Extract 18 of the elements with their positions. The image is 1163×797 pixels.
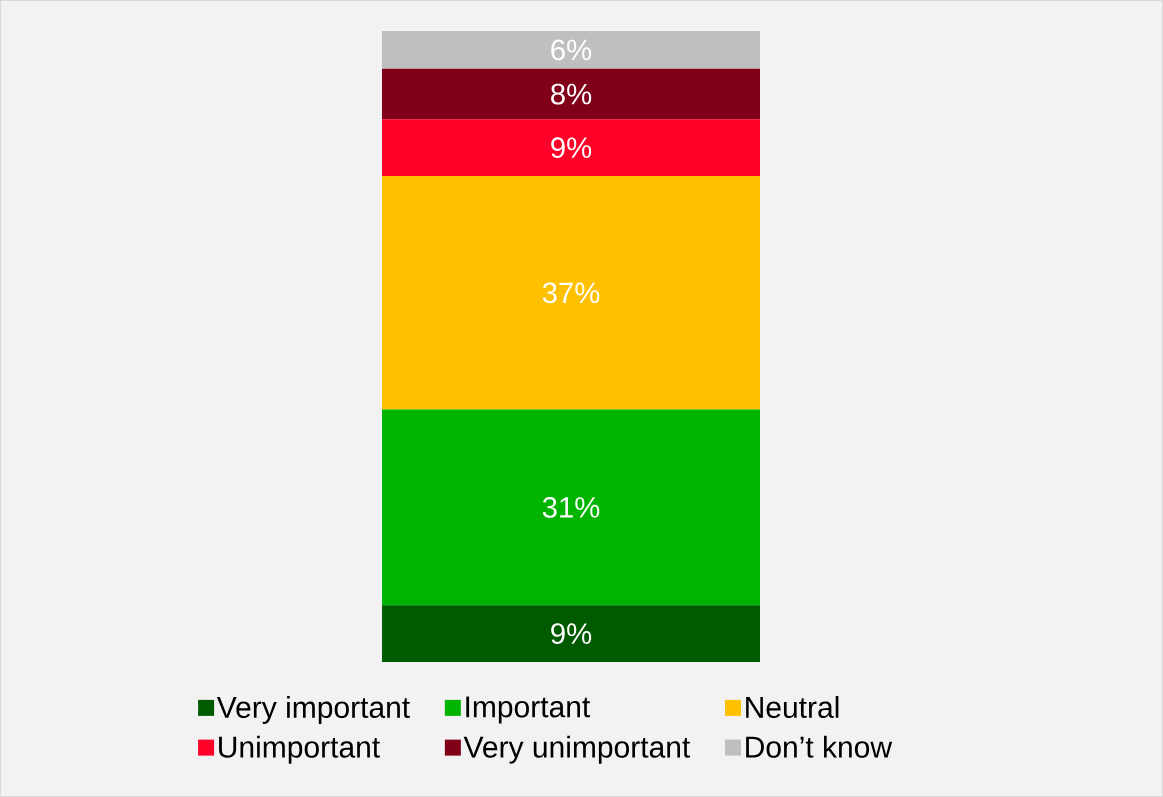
bar xyxy=(381,30,761,69)
bar xyxy=(381,409,761,606)
data-label: 9% xyxy=(551,623,592,644)
bar xyxy=(381,119,761,177)
data-label: 31% xyxy=(542,497,600,518)
data-label: 6% xyxy=(551,39,592,61)
legend-label: Neutral xyxy=(746,696,839,719)
data-label: 37% xyxy=(542,282,600,304)
legend-label: Unimportant xyxy=(219,735,380,764)
data-label: 9% xyxy=(551,137,592,159)
bar xyxy=(381,605,761,663)
legend-label: Don’t know xyxy=(746,735,893,758)
bar xyxy=(381,176,761,410)
legend-label: Very unimportant xyxy=(463,735,691,764)
bar xyxy=(381,68,761,120)
data-label: 8% xyxy=(551,83,592,105)
legend-label: Very important xyxy=(216,696,410,724)
legend-label: Important xyxy=(466,696,591,724)
